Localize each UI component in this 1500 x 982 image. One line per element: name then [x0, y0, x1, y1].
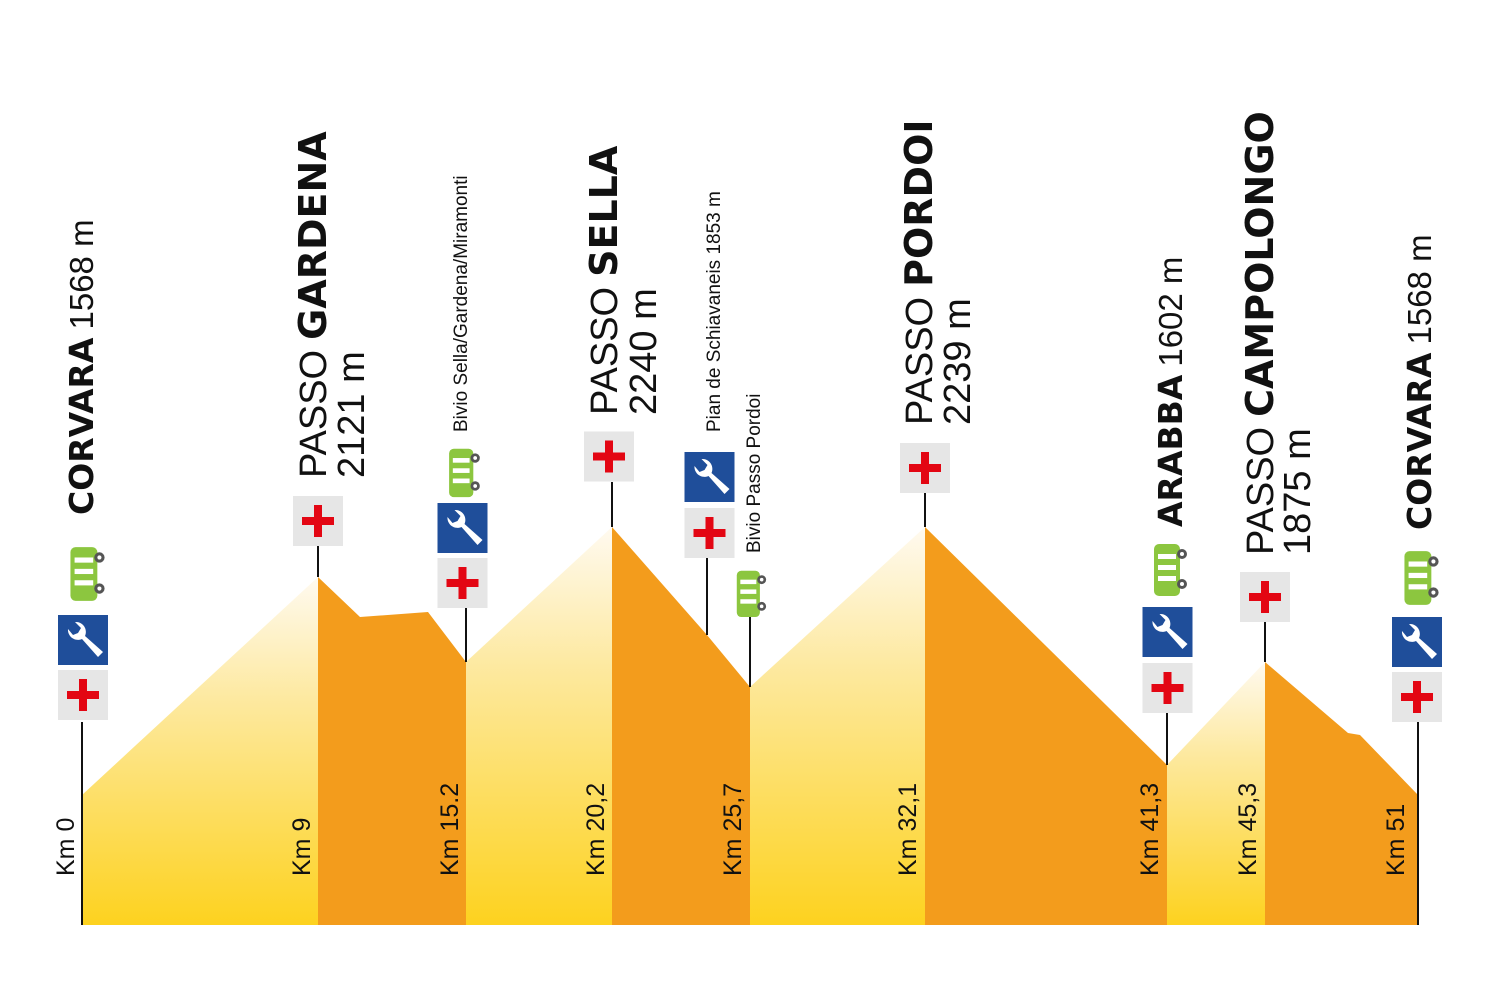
km-label: Km 41,3 — [1136, 783, 1164, 876]
stop-elevation: 1568 m — [1401, 234, 1438, 344]
km-label: Km 32,1 — [894, 783, 922, 876]
stop-label: ARABBA 1602 m — [1151, 257, 1190, 527]
stop-elevation: 1568 m — [63, 219, 100, 329]
km-labels: Km 0 Km 9 Km 15.2 Km 20,2 Km 25,7 Km 32,… — [52, 783, 1410, 876]
stop-elevation: 2240 m — [623, 288, 665, 415]
km-label: Km 9 — [288, 818, 316, 876]
stop-elevation: 1602 m — [1152, 257, 1189, 367]
stop-prefix: PASSO — [293, 350, 335, 478]
stop-note: Pian de Schiavaneis 1853 m — [704, 191, 725, 432]
km-label: Km 0 — [52, 818, 80, 876]
stop-name: CORVARA — [1400, 352, 1439, 530]
km-label: Km 15.2 — [436, 783, 464, 876]
km-label: Km 45,3 — [1234, 783, 1262, 876]
stop-name: SELLA — [582, 145, 626, 277]
stop-label: CORVARA 1568 m — [1400, 234, 1439, 530]
poles — [81, 482, 1419, 925]
stop-name: ARABBA — [1151, 374, 1190, 527]
km-label: Km 25,7 — [719, 783, 747, 876]
stop-prefix: PASSO — [584, 287, 626, 415]
stop-names: CORVARA 1568 m PASSO GARDENA 2121 m Bivio … — [62, 111, 1439, 555]
stop-name: PORDOI — [897, 119, 941, 286]
stop-prefix: PASSO — [1240, 427, 1282, 555]
stop-label: PASSO CAMPOLONGO — [1238, 111, 1282, 555]
stop-elevation: 2121 m — [331, 351, 373, 478]
stop-note: Bivio Passo Pordoi — [744, 394, 765, 553]
stop-elevation: 1875 m — [1277, 428, 1319, 555]
stop-label: CORVARA 1568 m — [62, 219, 101, 515]
stop-name: CORVARA — [62, 337, 101, 515]
km-label: Km 20,2 — [582, 783, 610, 876]
stop-label: PASSO PORDOI — [897, 119, 941, 425]
stop-note: Bivio Sella/Gardena/Miramonti — [451, 175, 472, 432]
stop-name: GARDENA — [291, 131, 335, 340]
km-label: Km 51 — [1382, 804, 1410, 876]
stop-label: PASSO GARDENA — [291, 131, 335, 478]
profile — [82, 527, 1418, 925]
stop-name: CAMPOLONGO — [1238, 111, 1282, 417]
stop-label: PASSO SELLA — [582, 145, 626, 415]
stop-prefix: PASSO — [899, 297, 941, 425]
stop-elevation: 2239 m — [937, 298, 979, 425]
